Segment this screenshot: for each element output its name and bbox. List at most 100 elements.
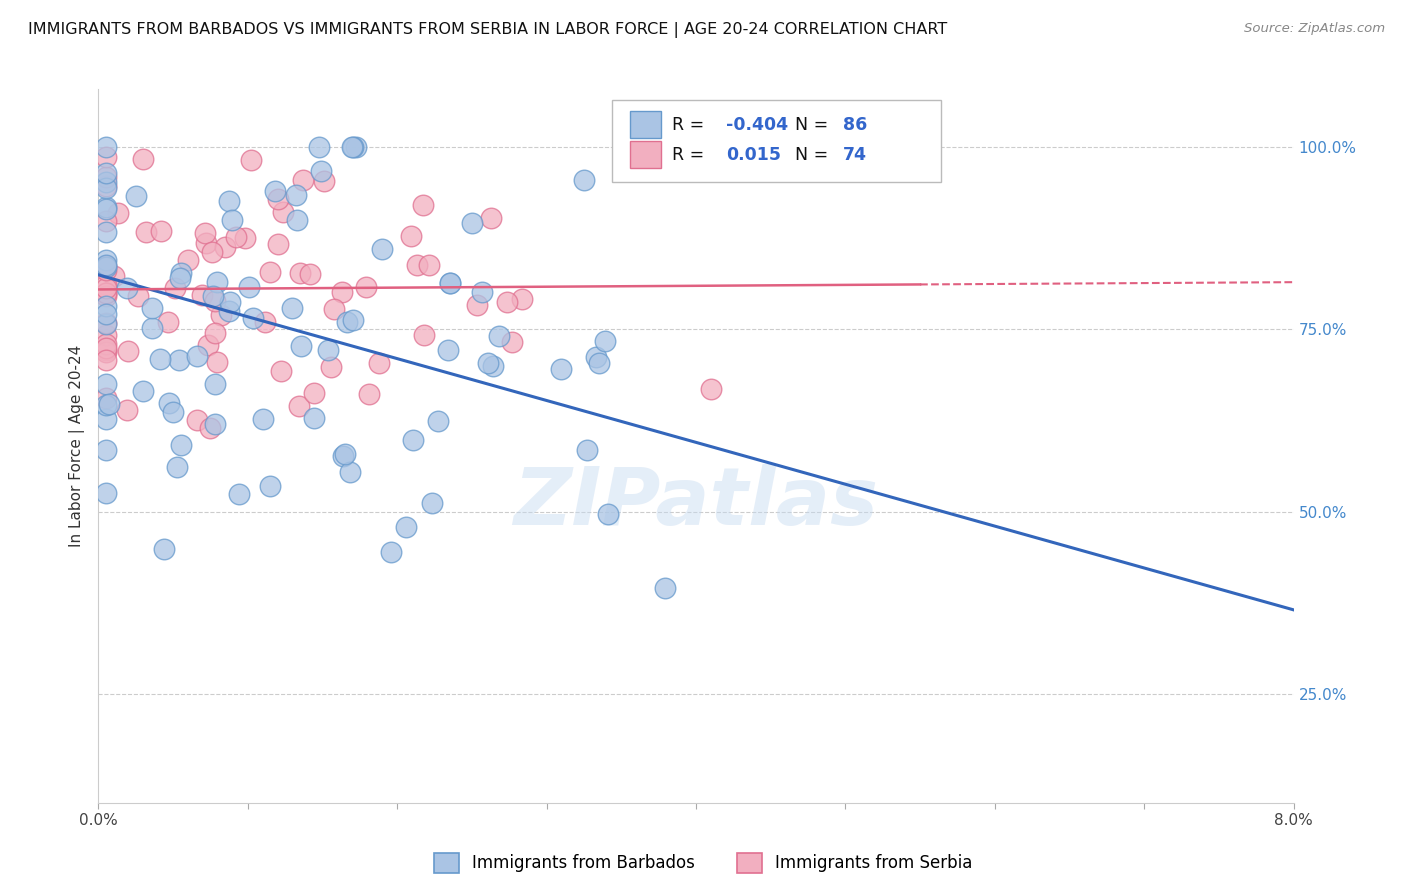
Point [238,280,260,294]
Point [200,421,222,435]
Point [191,288,214,302]
Point [186,413,208,427]
Point [149,351,172,366]
Point [115,281,138,295]
Point [290,339,312,353]
Point [342,140,364,154]
Point [94,300,117,314]
Point [233,231,256,245]
Point [336,315,359,329]
Point [94,259,117,273]
Point [94,166,117,180]
Legend: Immigrants from Barbados, Immigrants from Serbia: Immigrants from Barbados, Immigrants fro… [427,847,979,880]
Point [94,260,117,274]
Point [169,353,191,368]
Text: Source: ZipAtlas.com: Source: ZipAtlas.com [1244,22,1385,36]
Text: 86: 86 [844,116,868,134]
Point [263,185,285,199]
Point [170,438,193,452]
Point [94,286,117,301]
Point [471,285,494,300]
Point [204,293,226,308]
Point [335,447,357,461]
Point [477,356,499,370]
Point [593,334,616,348]
Point [332,449,354,463]
Point [219,295,242,310]
Point [439,276,461,290]
Point [316,343,339,357]
Point [330,285,353,299]
Point [314,174,336,188]
Point [94,140,117,154]
Point [153,542,176,557]
Point [94,178,117,193]
Point [177,252,200,267]
Point [94,412,117,426]
Point [501,334,523,349]
Point [242,310,264,325]
Point [94,443,117,458]
Point [596,507,619,521]
Point [575,443,598,458]
Point [157,315,180,329]
Point [412,197,434,211]
Point [292,173,315,187]
Point [267,192,290,206]
Point [482,359,505,373]
Point [465,298,488,312]
FancyBboxPatch shape [613,100,941,182]
Point [510,292,533,306]
Text: N =: N = [796,146,834,164]
Point [94,281,117,295]
Point [169,270,191,285]
Point [194,226,217,240]
Point [302,411,325,425]
Point [94,225,117,239]
Point [107,206,129,220]
Point [94,337,117,351]
Point [270,364,292,378]
Point [311,164,333,178]
Point [218,194,240,208]
Text: -0.404: -0.404 [725,116,787,134]
Point [132,384,155,398]
Point [488,329,510,343]
FancyBboxPatch shape [630,112,661,138]
Point [94,317,117,331]
Point [149,224,172,238]
Point [344,140,367,154]
Text: ZIPatlas: ZIPatlas [513,464,879,542]
Point [298,267,321,281]
Point [252,412,274,426]
Point [288,266,311,280]
Point [94,213,117,227]
Point [94,398,117,412]
Point [94,289,117,303]
Point [94,150,117,164]
Point [162,405,184,419]
Point [239,153,262,167]
Point [259,265,281,279]
Point [402,433,425,447]
Point [204,417,226,431]
Point [654,581,676,595]
Point [195,235,218,250]
Point [413,328,436,343]
Point [170,266,193,280]
Point [281,301,304,315]
Point [339,466,361,480]
Point [405,258,427,272]
Point [285,213,308,227]
Point [302,386,325,401]
Point [342,140,364,154]
Point [284,188,307,202]
Point [94,263,117,277]
Point [585,350,607,364]
Point [94,169,117,184]
Point [380,545,402,559]
Point [94,200,117,214]
Point [394,520,416,534]
Point [97,397,120,411]
Text: IMMIGRANTS FROM BARBADOS VS IMMIGRANTS FROM SERBIA IN LABOR FORCE | AGE 20-24 CO: IMMIGRANTS FROM BARBADOS VS IMMIGRANTS F… [28,22,948,38]
